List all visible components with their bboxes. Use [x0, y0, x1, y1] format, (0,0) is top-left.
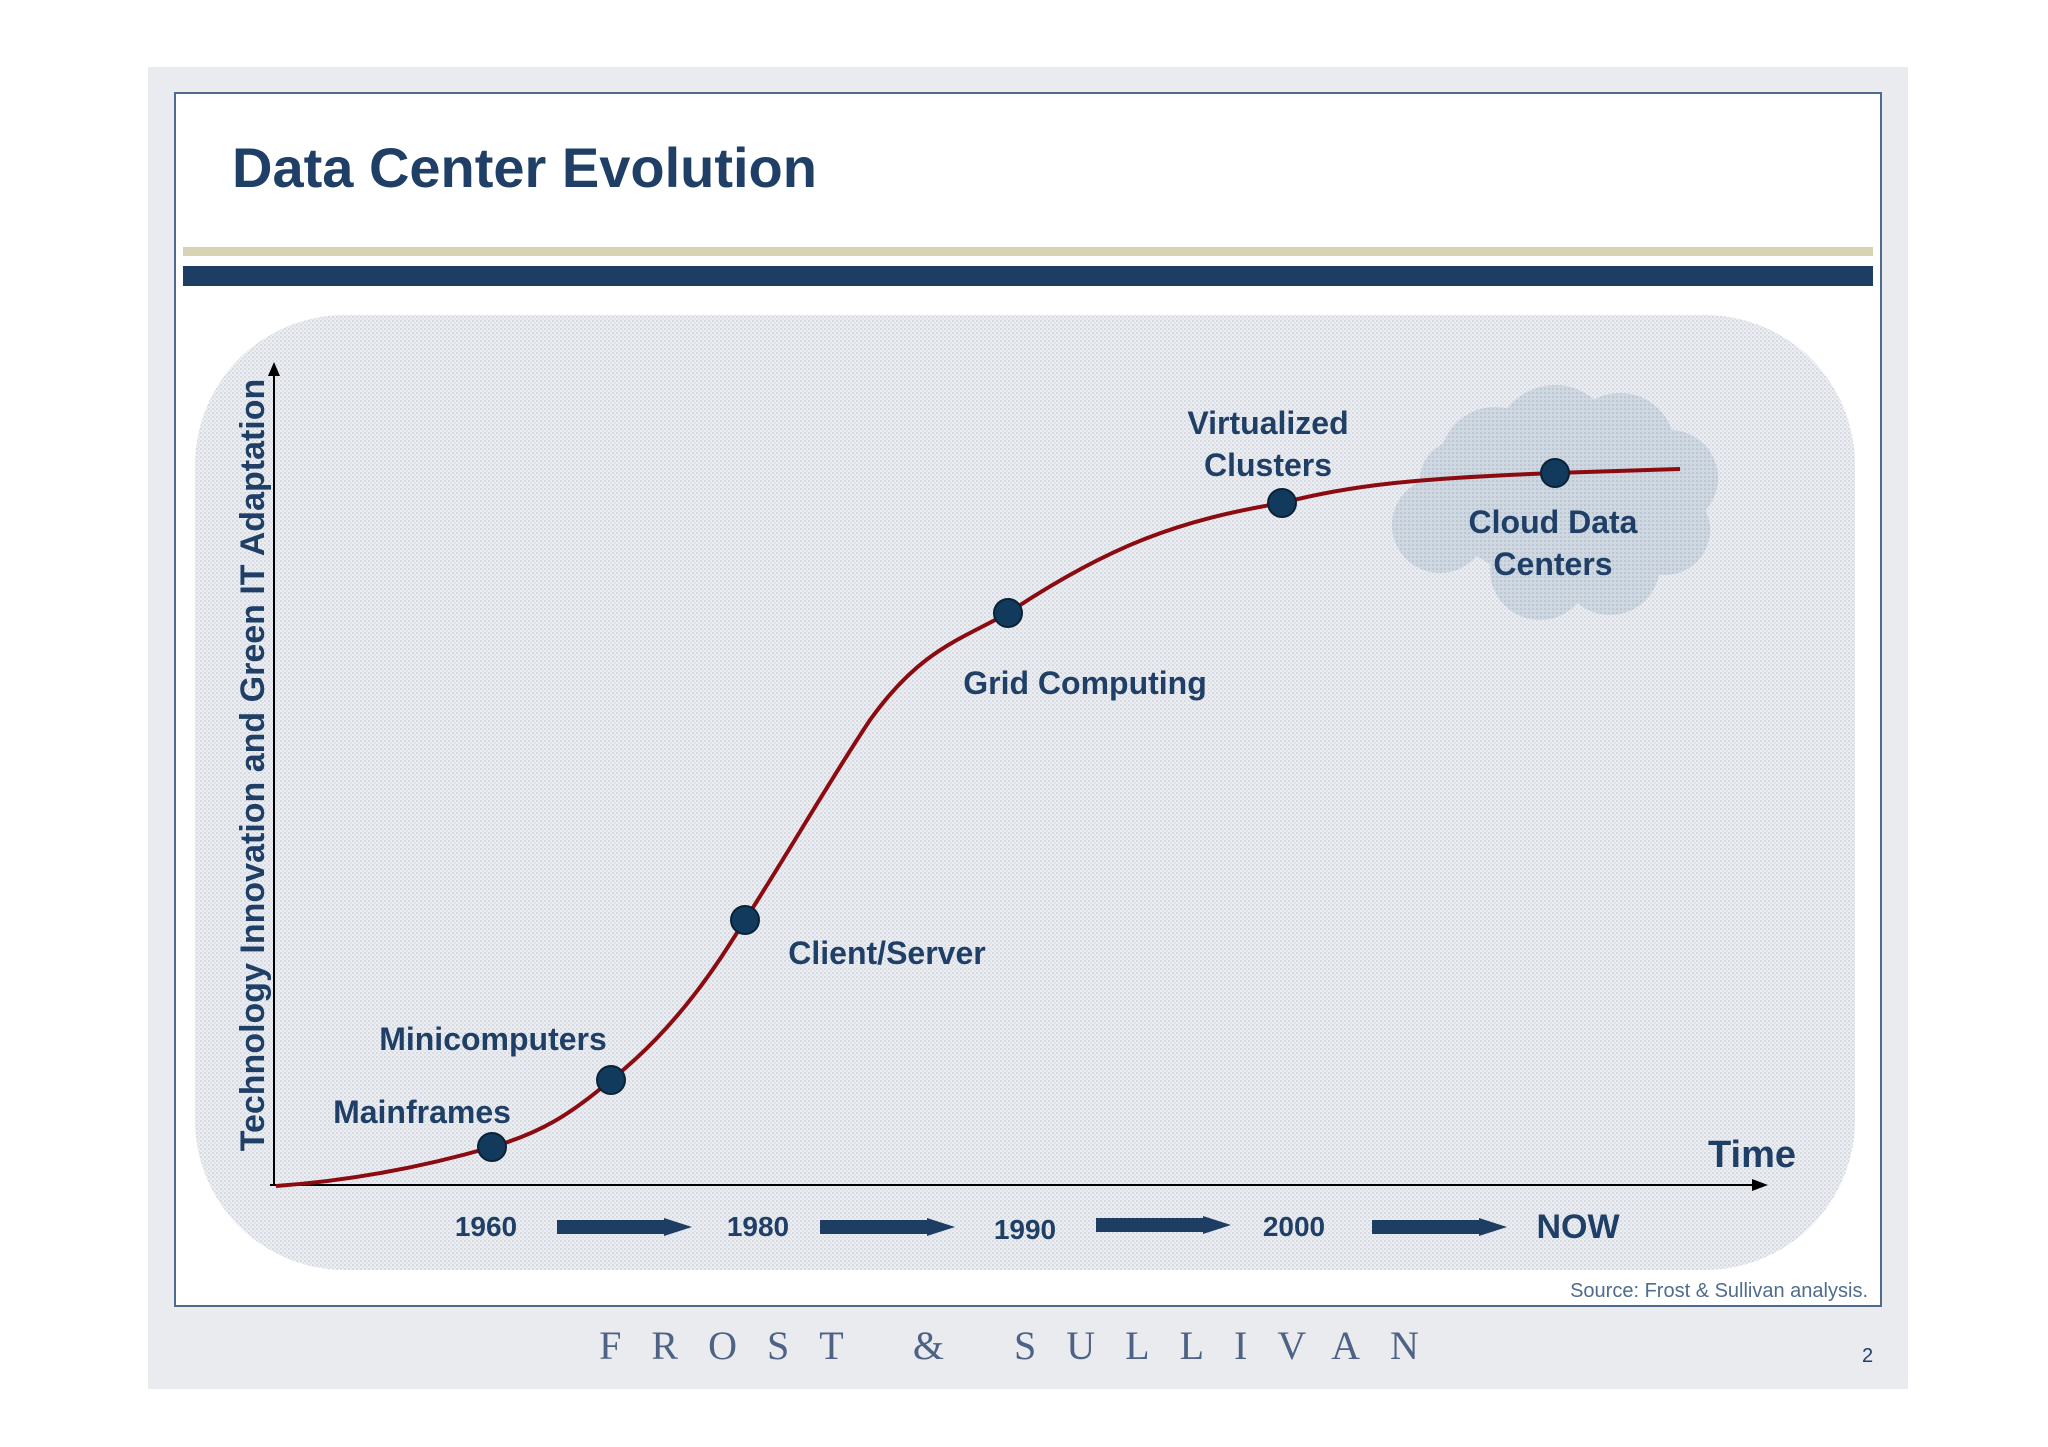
adoption-curve: [275, 467, 1681, 1188]
y-axis-arrowhead: [268, 362, 280, 376]
timeline-1960: 1960: [455, 1211, 517, 1242]
label-grid-computing: Grid Computing: [963, 665, 1207, 701]
label-minicomputers: Minicomputers: [379, 1021, 607, 1057]
timeline-1980: 1980: [727, 1211, 789, 1242]
timeline-1990: 1990: [994, 1214, 1056, 1245]
timeline-arrow-1: [557, 1218, 692, 1236]
timeline-arrow-2: [820, 1218, 955, 1236]
x-axis-arrowhead: [1752, 1179, 1768, 1191]
page-number: 2: [1862, 1345, 1874, 1367]
y-axis-label: Technology Innovation and Green IT Adapt…: [234, 379, 272, 1152]
timeline-arrow-3: [1096, 1216, 1231, 1234]
title-divider-light: [183, 247, 1873, 256]
label-client-server: Client/Server: [788, 935, 985, 971]
milestone-mainframes: [477, 1132, 507, 1162]
timeline-arrow-4: [1372, 1218, 1507, 1236]
timeline-now: NOW: [1536, 1208, 1620, 1246]
milestone-minicomputers: [596, 1065, 626, 1095]
source-note: Source: Frost & Sullivan analysis.: [1570, 1280, 1868, 1302]
label-virtualized-clusters-line2: Clusters: [1204, 447, 1332, 483]
frost-sullivan-logo: FROST & SULLIVAN: [599, 1323, 1449, 1368]
label-mainframes: Mainframes: [333, 1094, 511, 1130]
milestone-cloud-data-centers: [1540, 458, 1570, 488]
label-cloud-data-centers-line2: Centers: [1493, 546, 1612, 582]
milestone-client-server: [730, 905, 760, 935]
label-cloud-data-centers-line1: Cloud Data: [1469, 504, 1638, 540]
slide-title: Data Center Evolution: [232, 136, 817, 199]
timeline-2000: 2000: [1263, 1211, 1325, 1242]
milestone-virtualized-clusters: [1267, 488, 1297, 518]
milestone-grid-computing: [993, 598, 1023, 628]
title-divider-dark: [183, 266, 1873, 286]
label-virtualized-clusters-line1: Virtualized: [1187, 405, 1348, 441]
x-axis-label: Time: [1708, 1134, 1796, 1176]
